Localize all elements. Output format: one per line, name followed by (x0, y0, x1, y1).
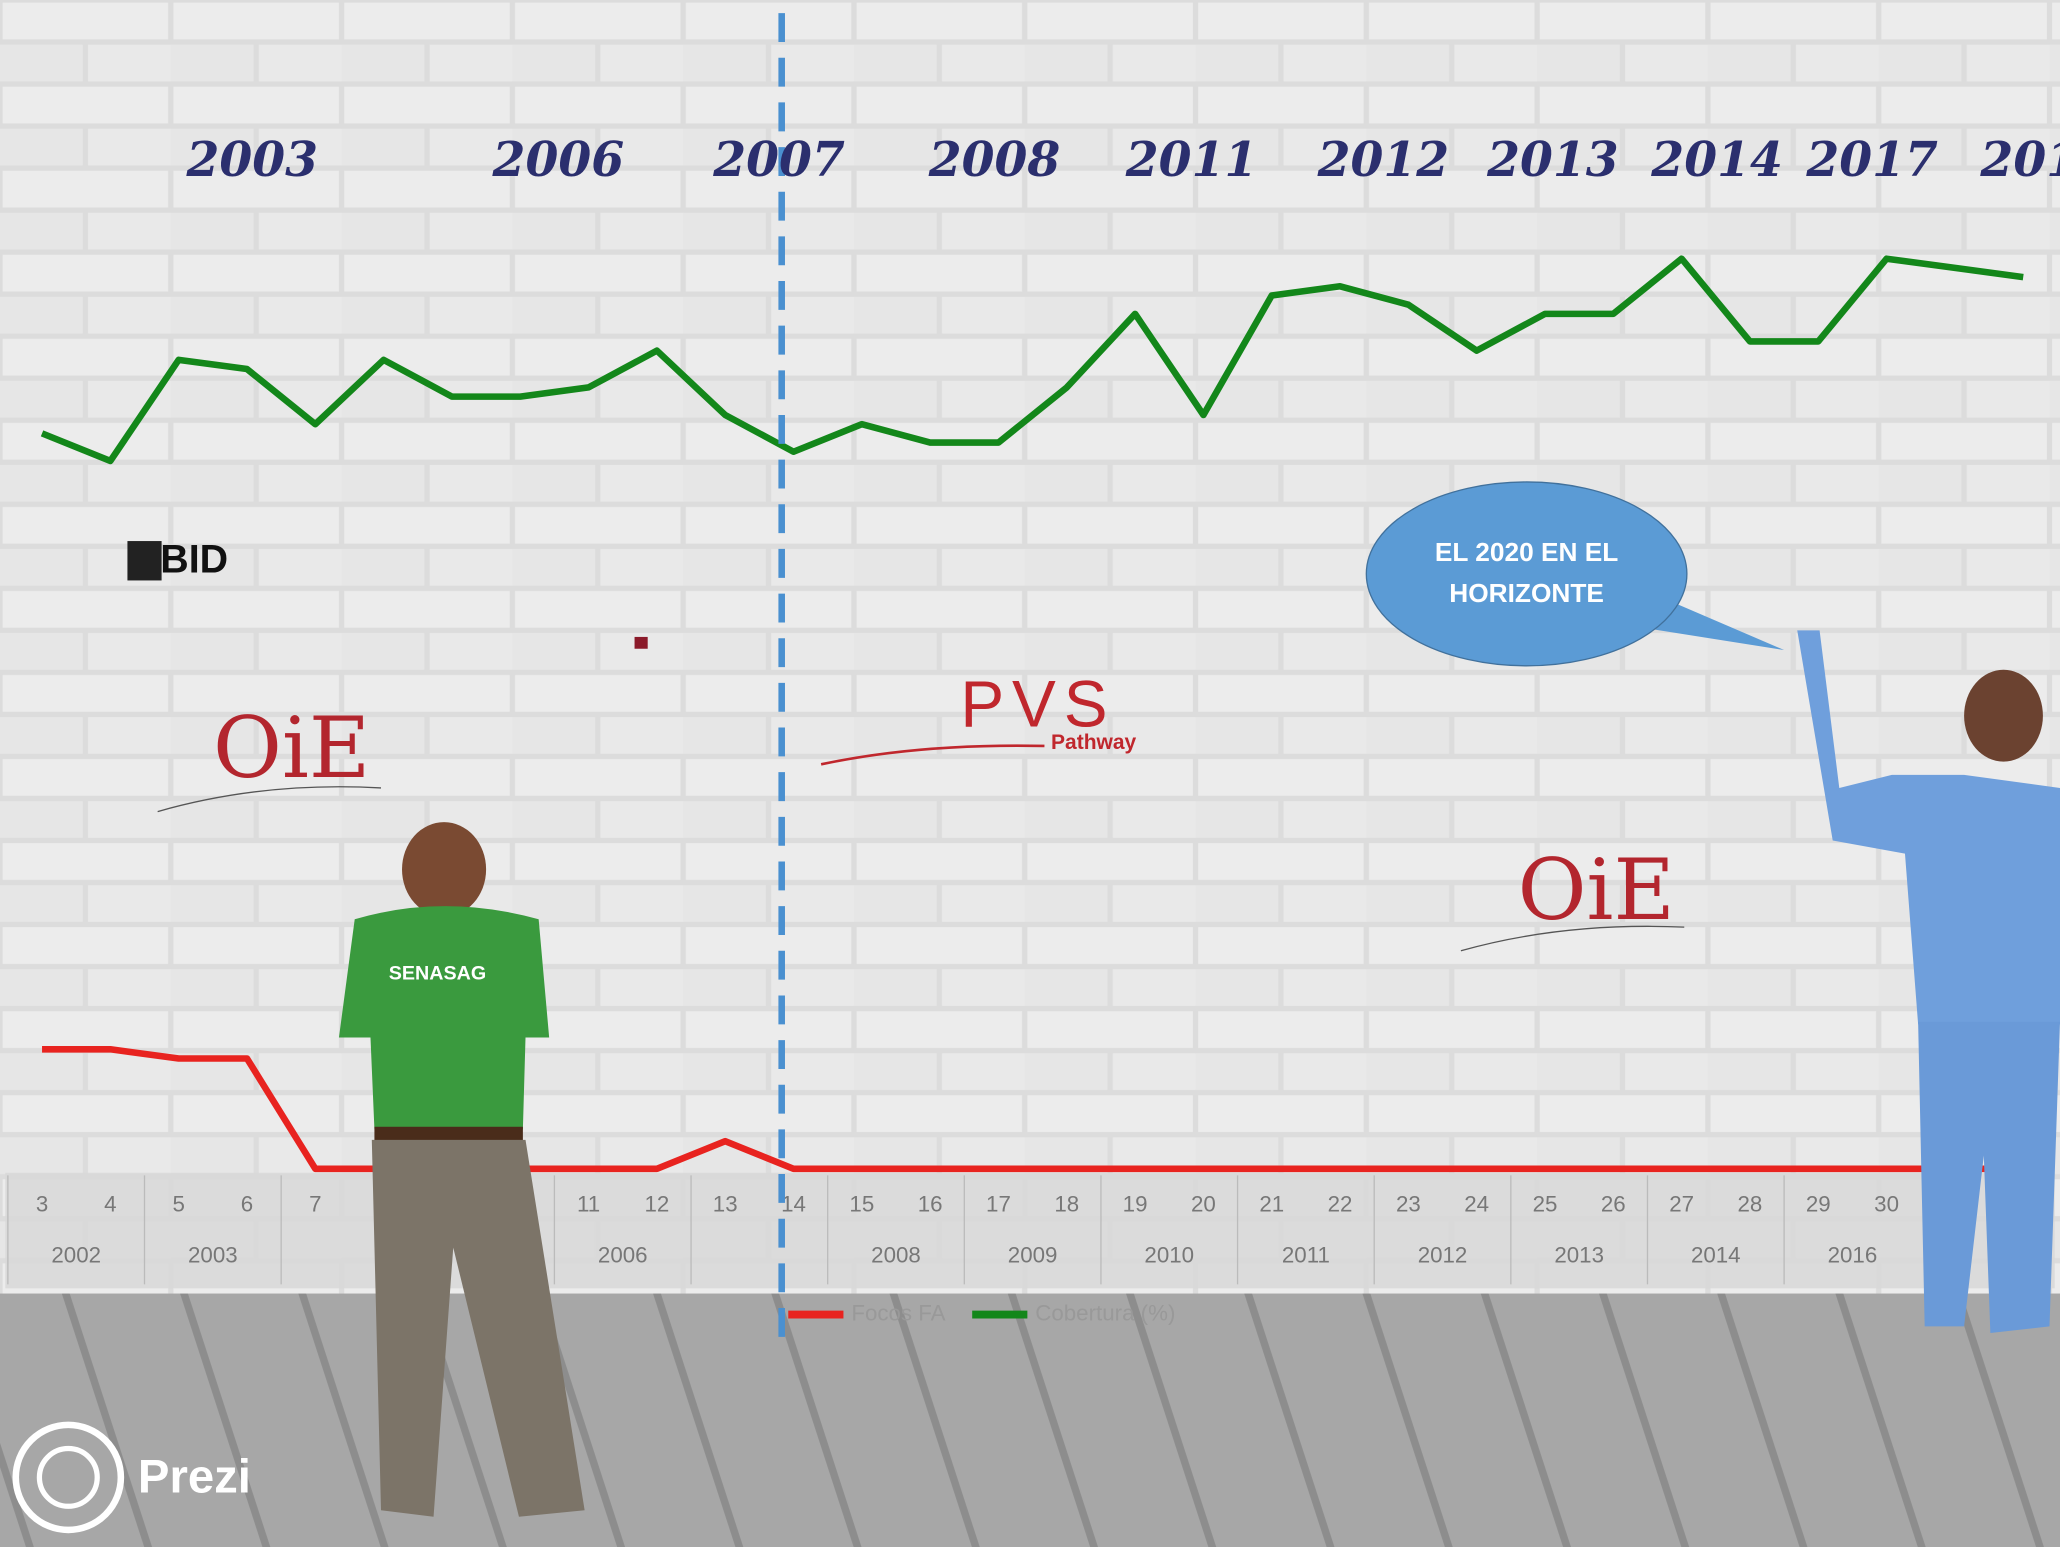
x-tick-label: 15 (849, 1191, 874, 1216)
x-tick-label: 7 (309, 1191, 321, 1216)
bid-logo: BID (127, 537, 228, 581)
x-axis-band (5, 1173, 2054, 1289)
x-tick-label: 17 (986, 1191, 1011, 1216)
bid-text: BID (160, 537, 228, 581)
year-group-label: 2010 (1144, 1243, 1194, 1268)
milestone-year: 201 (1979, 133, 2060, 188)
year-group-label: 2014 (1691, 1243, 1741, 1268)
milestone-year: 2003 (185, 133, 318, 188)
pvs-logo: PVS (960, 668, 1115, 741)
marker (635, 637, 648, 649)
wooden-floor (0, 1294, 2060, 1547)
milestone-year: 2011 (1125, 133, 1258, 188)
x-tick-label: 4 (104, 1191, 116, 1216)
milestone-year: 2007 (712, 133, 845, 188)
pvs-subtitle: Pathway (1051, 731, 1137, 754)
year-group-label: 2008 (871, 1243, 921, 1268)
year-group-label: 2003 (188, 1243, 238, 1268)
oie-logo: OiE (1518, 841, 1675, 939)
year-group-label: 2011 (1282, 1243, 1330, 1268)
callout-line: EL 2020 EN EL (1435, 537, 1619, 567)
x-tick-label: 21 (1259, 1191, 1284, 1216)
milestone-year: 2008 (928, 133, 1061, 188)
year-group-label: 2002 (51, 1243, 101, 1268)
milestone-year: 2006 (492, 133, 625, 188)
x-tick-label: 16 (918, 1191, 943, 1216)
x-tick-label: 23 (1396, 1191, 1421, 1216)
shirt-text: SENASAG (389, 963, 486, 985)
milestone-year: 2017 (1805, 133, 1938, 188)
x-tick-label: 20 (1191, 1191, 1216, 1216)
x-tick-label: 19 (1123, 1191, 1148, 1216)
x-tick-label: 22 (1328, 1191, 1353, 1216)
milestone-year: 2013 (1486, 133, 1619, 188)
page: 3456711121314151617181920212223242526272… (0, 0, 2060, 1547)
x-tick-label: 12 (644, 1191, 669, 1216)
chart: 3456711121314151617181920212223242526272… (0, 0, 2060, 1547)
milestone-year: 2014 (1650, 133, 1783, 188)
year-group-label: 2009 (1008, 1243, 1058, 1268)
year-group-label: 2006 (598, 1243, 648, 1268)
x-tick-label: 28 (1738, 1191, 1763, 1216)
year-group-label: 2013 (1554, 1243, 1604, 1268)
callout-line: HORIZONTE (1449, 578, 1604, 608)
x-tick-label: 30 (1874, 1191, 1899, 1216)
x-tick-label: 25 (1533, 1191, 1558, 1216)
x-tick-label: 29 (1806, 1191, 1831, 1216)
year-group-label: 2016 (1828, 1243, 1878, 1268)
x-tick-label: 3 (36, 1191, 48, 1216)
brand-text: Prezi (138, 1451, 251, 1504)
brick-wall (0, 0, 2060, 1300)
x-tick-label: 6 (241, 1191, 253, 1216)
x-tick-label: 24 (1464, 1191, 1489, 1216)
x-tick-label: 27 (1669, 1191, 1694, 1216)
x-tick-label: 5 (172, 1191, 184, 1216)
oie-logo: OiE (213, 699, 370, 797)
milestone-year: 2012 (1317, 133, 1450, 188)
x-tick-label: 13 (713, 1191, 738, 1216)
x-tick-label: 11 (577, 1191, 600, 1216)
x-tick-label: 26 (1601, 1191, 1626, 1216)
year-group-label: 2012 (1418, 1243, 1468, 1268)
legend-label: Cobertura (%) (1035, 1300, 1175, 1325)
legend-label: Focos FA (851, 1300, 945, 1325)
x-tick-label: 18 (1054, 1191, 1079, 1216)
